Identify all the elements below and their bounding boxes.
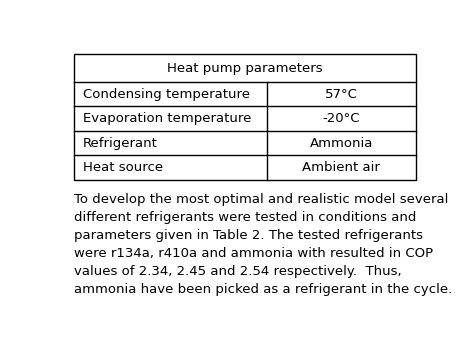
Text: values of 2.34, 2.45 and 2.54 respectively.  Thus,: values of 2.34, 2.45 and 2.54 respective… xyxy=(74,265,401,278)
Text: Ambient air: Ambient air xyxy=(302,161,380,174)
Text: Evaporation temperature: Evaporation temperature xyxy=(83,112,252,125)
Text: were r134a, r410a and ammonia with resulted in COP: were r134a, r410a and ammonia with resul… xyxy=(74,247,433,260)
Text: Heat source: Heat source xyxy=(83,161,163,174)
Text: Condensing temperature: Condensing temperature xyxy=(83,88,250,101)
Text: parameters given in Table 2. The tested refrigerants: parameters given in Table 2. The tested … xyxy=(74,229,423,242)
Text: ammonia have been picked as a refrigerant in the cycle.: ammonia have been picked as a refrigeran… xyxy=(74,282,452,295)
Text: different refrigerants were tested in conditions and: different refrigerants were tested in co… xyxy=(74,211,416,224)
Text: Ammonia: Ammonia xyxy=(310,136,373,149)
Text: 57°C: 57°C xyxy=(325,88,357,101)
Bar xyxy=(74,54,416,180)
Text: Heat pump parameters: Heat pump parameters xyxy=(167,62,323,75)
Text: Refrigerant: Refrigerant xyxy=(83,136,158,149)
Text: To develop the most optimal and realistic model several: To develop the most optimal and realisti… xyxy=(74,193,448,206)
Text: -20°C: -20°C xyxy=(322,112,360,125)
